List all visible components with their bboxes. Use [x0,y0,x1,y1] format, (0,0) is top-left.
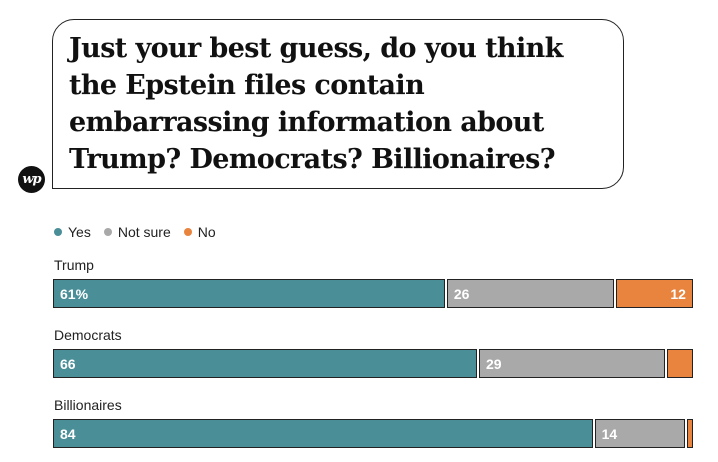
question-bubble: Just your best guess, do you think the E… [52,19,624,189]
bar-segment-yes: 84 [53,419,593,448]
legend-label: No [197,224,216,240]
bar-segment-yes: 66 [53,349,477,378]
bar-row-democrats: 66 29 [53,349,693,378]
bar-segment-no [686,419,693,448]
bar-segment-notsure: 26 [446,279,614,308]
bar-segment-notsure: 14 [594,419,685,448]
legend-item-notsure: Not sure [103,224,171,240]
legend: Yes Not sure No [54,224,229,240]
data-label: 12 [670,285,686,302]
legend-swatch [103,228,112,236]
bar-segment-no [667,349,693,378]
category-label: Billionaires [54,397,122,413]
data-label: 26 [453,285,470,302]
bar-segment-notsure: 29 [479,349,666,378]
bar-row-billionaires: 84 14 [53,419,693,448]
bar-row-trump: 61% 26 12 [53,279,693,308]
data-label: 14 [601,425,618,442]
legend-item-no: No [183,224,216,240]
data-label: 66 [60,355,76,372]
data-label: 29 [486,355,502,372]
bar-segment-yes: 61% [53,279,445,308]
legend-swatch [54,228,62,236]
washington-post-logo-icon: wp [18,166,45,193]
legend-label: Yes [68,224,91,240]
legend-swatch [183,228,192,236]
data-label: 61% [60,285,89,302]
chart-title: Just your best guess, do you think the E… [69,33,563,175]
category-label: Trump [54,257,94,273]
bar-segment-no: 12 [615,279,693,308]
data-label: 84 [60,425,76,442]
legend-item-yes: Yes [54,224,91,240]
legend-label: Not sure [117,224,171,240]
category-label: Democrats [54,327,122,343]
